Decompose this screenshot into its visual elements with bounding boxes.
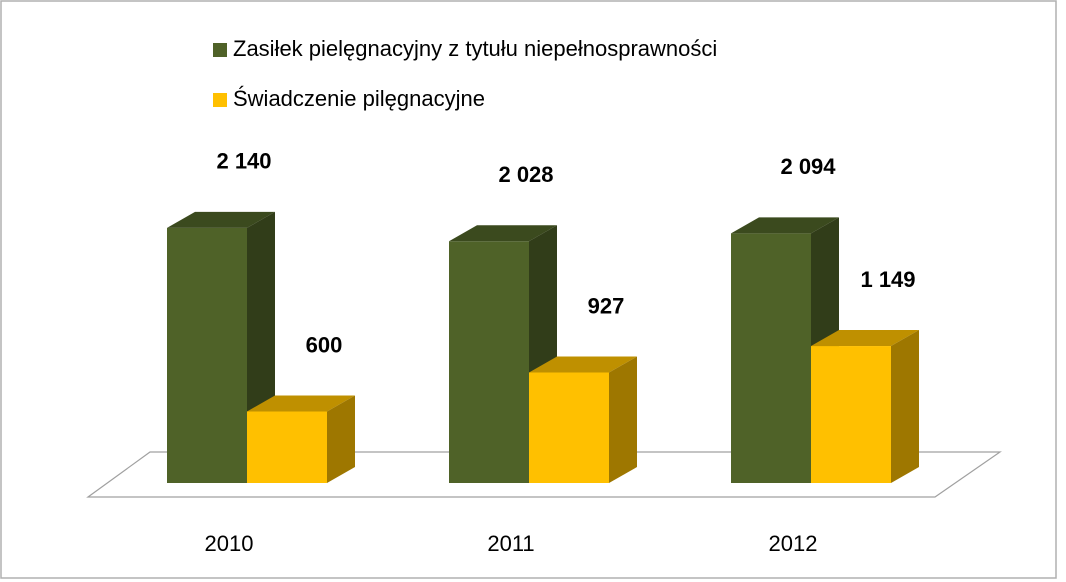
- x-tick-label: 2010: [205, 531, 254, 556]
- x-tick-label: 2012: [769, 531, 818, 556]
- bar-side: [327, 395, 355, 483]
- bar-top: [731, 217, 839, 234]
- bar-top: [167, 211, 275, 228]
- legend-label: Świadczenie pilęgnacyjne: [233, 86, 485, 111]
- bar-top: [529, 356, 637, 373]
- bar-top: [811, 330, 919, 347]
- data-label: 600: [306, 332, 343, 357]
- bar-front: [731, 233, 811, 483]
- bar-top: [247, 395, 355, 412]
- data-label: 2 028: [498, 162, 553, 187]
- bar-front: [449, 241, 529, 483]
- data-label: 927: [588, 293, 625, 318]
- legend-swatch: [213, 43, 227, 57]
- data-label: 2 094: [780, 154, 836, 179]
- bar-side: [609, 356, 637, 483]
- bar-side: [891, 330, 919, 483]
- bar-top: [449, 225, 557, 242]
- data-label: 1 149: [860, 267, 915, 292]
- data-label: 2 140: [216, 149, 271, 174]
- bar-front: [529, 372, 609, 483]
- bar-front: [811, 346, 891, 483]
- bar-front: [247, 411, 327, 483]
- bar-front: [167, 227, 247, 483]
- legend-label: Zasiłek pielęgnacyjny z tytułu niepełnos…: [233, 36, 717, 61]
- x-tick-label: 2011: [487, 531, 534, 556]
- legend-swatch: [213, 93, 227, 107]
